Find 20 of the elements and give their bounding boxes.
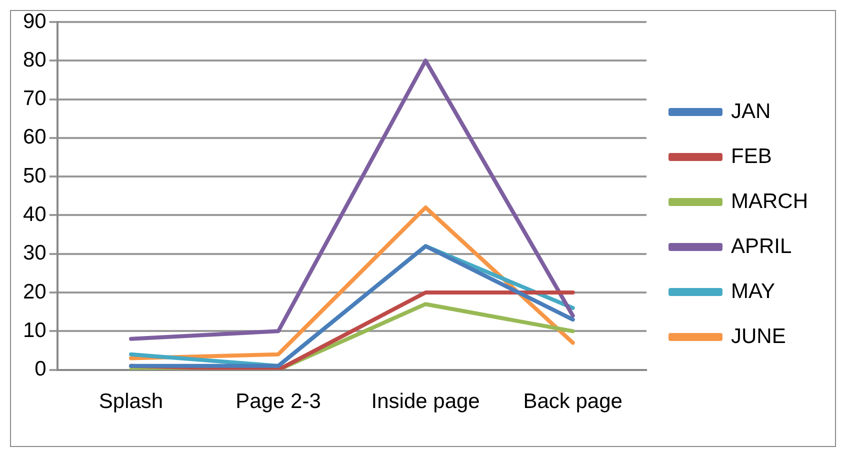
- x-tick-label: Inside page: [371, 390, 480, 414]
- x-tick-label: Back page: [523, 390, 622, 414]
- y-tick-label: 90: [23, 10, 46, 33]
- x-tick-label: Splash: [98, 390, 164, 414]
- y-tick-label: 20: [23, 280, 46, 304]
- legend-label: JAN: [731, 100, 771, 123]
- x-tick-label: Page 2-3: [236, 390, 321, 414]
- y-tick-label: 0: [34, 358, 46, 381]
- y-tick-label: 70: [23, 87, 46, 110]
- legend-label: MARCH: [731, 190, 808, 213]
- y-tick-label: 80: [23, 48, 46, 72]
- y-tick-label: 30: [23, 242, 46, 265]
- legend-label: MAY: [731, 280, 775, 303]
- legend-label: APRIL: [731, 234, 792, 258]
- y-tick-label: 60: [23, 126, 46, 149]
- legend-label: JUNE: [731, 324, 786, 348]
- y-tick-label: 50: [23, 164, 46, 188]
- y-tick-label: 40: [23, 203, 46, 226]
- legend-label: FEB: [731, 144, 772, 168]
- y-tick-label: 10: [23, 318, 46, 342]
